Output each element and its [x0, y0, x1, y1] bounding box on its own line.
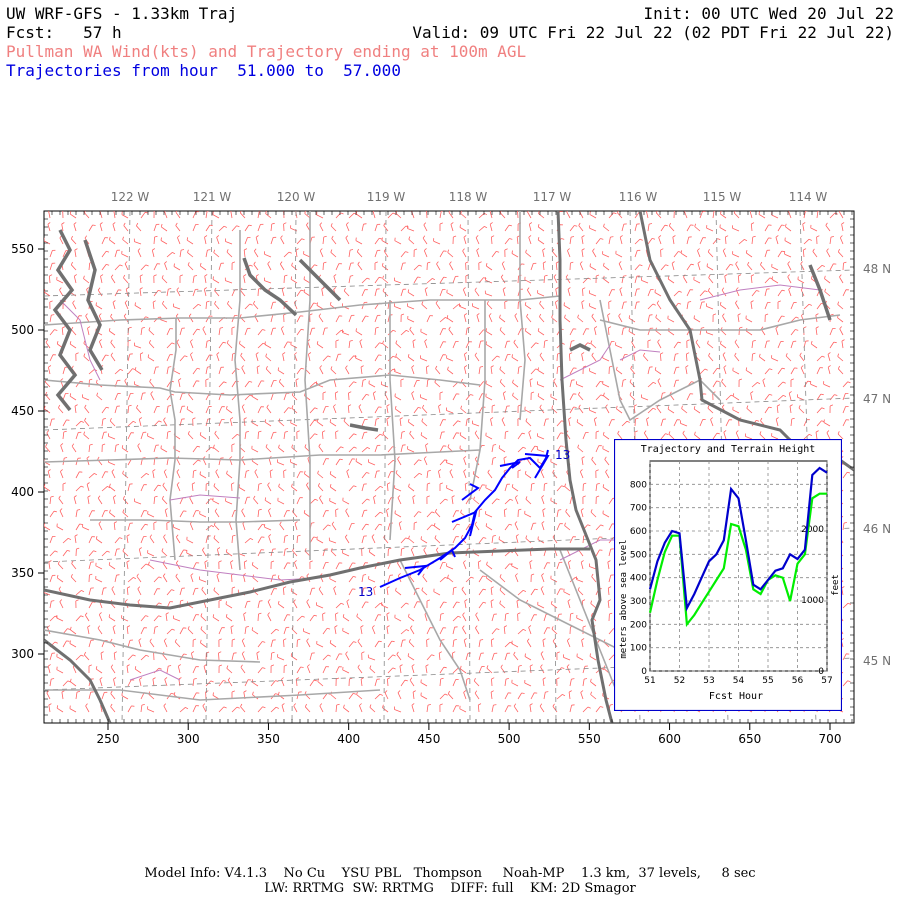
inset-title: Trajectory and Terrain Height [641, 444, 816, 455]
inset-y-tick: 800 [630, 480, 647, 490]
y-tick-label: 350 [11, 566, 34, 580]
longitude-label: 121 W [193, 190, 232, 204]
inset-x-tick: 53 [703, 676, 714, 686]
inset-plot-area: 51 52 53 54 55 56 5701002003004005006007008000… [630, 460, 833, 686]
model-info-line2: LW: RRTMG SW: RRTMG DIFF: full KM: 2D Sm… [264, 881, 636, 896]
inset-y-tick-right: 1000 [801, 596, 824, 606]
y-tick-label: 400 [11, 485, 34, 499]
valid-time: Valid: 09 UTC Fri 22 Jul 22 (02 PDT Fri … [412, 23, 894, 42]
inset-x-tick: 57 [821, 676, 832, 686]
y-tick-label: 300 [11, 647, 34, 661]
model-info-line1: Model Info: V4.1.3 No Cu YSU PBL Thompso… [144, 866, 756, 881]
x-tick-label: 600 [658, 732, 681, 746]
latitude-label: 46 N [863, 522, 891, 536]
x-tick-label: 700 [819, 732, 842, 746]
longitude-label: 117 W [533, 190, 572, 204]
y-tick-label: 550 [11, 242, 34, 256]
trajectory-start-label: 13 [358, 585, 373, 599]
longitude-label: 116 W [619, 190, 658, 204]
inset-x-tick: 54 [733, 676, 745, 686]
x-axis-ticks: 250 300 350 400 450 500 550 600 650 700 [43, 211, 853, 746]
forecast-hour: Fcst: 57 h [6, 23, 122, 42]
inset-ylabel-left: meters above sea level [619, 539, 629, 658]
longitude-label: 119 W [367, 190, 406, 204]
inset-y-tick: 300 [630, 597, 647, 607]
x-tick-label: 550 [578, 732, 601, 746]
inset-y-tick: 100 [630, 644, 647, 654]
trajectory-range: Trajectories from hour 51.000 to 57.000 [6, 61, 401, 80]
inset-xlabel: Fcst Hour [709, 691, 763, 702]
y-tick-label: 500 [11, 323, 34, 337]
x-tick-label: 450 [417, 732, 440, 746]
init-time: Init: 00 UTC Wed 20 Jul 22 [643, 4, 894, 23]
y-tick-label: 450 [11, 404, 34, 418]
series-line-trajectory [648, 466, 828, 612]
longitude-label: 120 W [277, 190, 316, 204]
x-tick-label: 500 [498, 732, 521, 746]
inset-y-tick: 0 [641, 667, 647, 677]
latitude-label: 48 N [863, 262, 891, 276]
longitude-label: 118 W [449, 190, 488, 204]
inset-x-tick: 51 [644, 676, 655, 686]
x-tick-label: 650 [738, 732, 761, 746]
inset-x-tick: 56 [792, 676, 804, 686]
latitude-label: 45 N [863, 654, 891, 668]
longitude-labels: 122 W 121 W 120 W 119 W 118 W 117 W 116 W 115 W… [111, 190, 828, 204]
x-tick-label: 350 [257, 732, 280, 746]
product-title: Pullman WA Wind(kts) and Trajectory endi… [6, 42, 527, 61]
x-tick-label: 250 [97, 732, 120, 746]
inset-y-tick-right: 2000 [801, 525, 824, 535]
longitude-label: 114 W [789, 190, 828, 204]
inset-x-tick: 55 [762, 676, 773, 686]
inset-x-tick: 52 [674, 676, 685, 686]
puget-sound-coastline [52, 229, 832, 432]
inset-ylabel-right: feet [831, 574, 841, 596]
latitude-labels: 48 N 47 N 46 N 45 N [863, 262, 891, 668]
x-tick-label: 300 [177, 732, 200, 746]
trajectory-path [379, 449, 550, 588]
trajectory-terrain-chart: Trajectory and Terrain Height meters abo… [614, 439, 842, 711]
inset-y-tick: 500 [630, 550, 647, 560]
trajectory-end-label: 13 [555, 448, 570, 462]
longitude-label: 122 W [111, 190, 150, 204]
latitude-label: 47 N [863, 392, 891, 406]
longitude-label: 115 W [703, 190, 742, 204]
wind-barbs [44, 211, 851, 713]
inset-y-tick: 700 [630, 504, 647, 514]
inset-y-tick-right: 0 [818, 667, 824, 677]
inset-y-tick: 600 [630, 527, 647, 537]
inset-y-tick: 200 [630, 620, 647, 630]
model-title: UW WRF-GFS - 1.33km Traj [6, 4, 238, 23]
x-tick-label: 400 [337, 732, 360, 746]
inset-y-tick: 400 [630, 574, 647, 584]
